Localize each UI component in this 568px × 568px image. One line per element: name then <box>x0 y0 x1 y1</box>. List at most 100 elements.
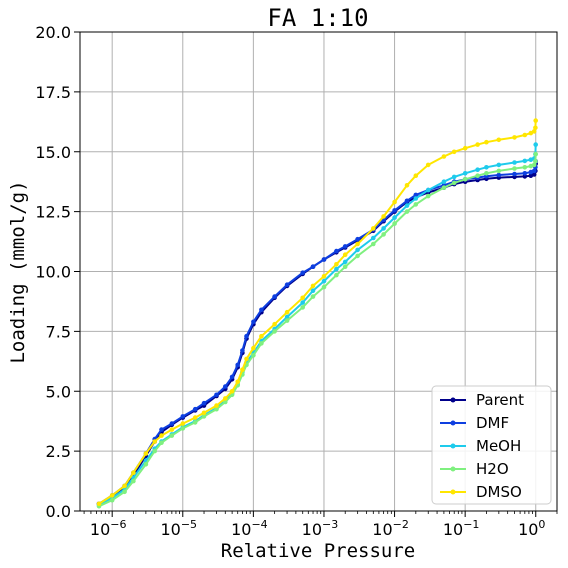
data-point <box>244 333 249 339</box>
data-point <box>122 483 127 489</box>
data-point <box>496 172 502 178</box>
data-point <box>251 353 256 358</box>
data-point <box>496 137 502 143</box>
data-point <box>371 235 376 241</box>
data-point <box>235 379 240 385</box>
legend-item-h2o: H2O <box>440 460 509 478</box>
data-point <box>413 196 419 201</box>
data-point <box>192 420 198 425</box>
data-point <box>381 232 386 237</box>
chart-title: FA 1:10 <box>267 4 368 32</box>
data-point <box>201 410 207 416</box>
data-point <box>355 241 360 247</box>
y-tick-label: 5.0 <box>46 382 71 401</box>
legend-item-dmso: DMSO <box>440 483 522 501</box>
data-point <box>533 142 538 147</box>
data-point <box>300 270 306 276</box>
data-point <box>131 470 136 476</box>
data-point <box>109 497 115 503</box>
data-point <box>371 226 376 231</box>
legend-item-parent: Parent <box>440 391 524 409</box>
data-point <box>143 451 149 456</box>
data-point <box>201 400 207 406</box>
x-tick-label: 10−2 <box>372 518 409 539</box>
legend-item-meoh: MeOH <box>440 437 521 455</box>
data-point <box>321 284 327 290</box>
data-point <box>355 253 360 259</box>
data-point <box>404 183 410 188</box>
data-point <box>533 151 538 157</box>
series-h2o <box>96 151 538 509</box>
legend-label: H2O <box>476 460 509 478</box>
data-point <box>484 171 489 176</box>
y-tick-label: 17.5 <box>35 83 71 102</box>
data-point <box>272 329 277 334</box>
data-point <box>223 396 228 401</box>
y-axis-label: Loading (mmol/g) <box>7 180 29 363</box>
data-point <box>512 171 517 177</box>
data-point <box>214 403 219 408</box>
y-tick-label: 2.5 <box>46 442 71 461</box>
data-point <box>300 305 306 310</box>
data-point <box>334 272 339 278</box>
data-point <box>355 247 360 253</box>
data-point <box>251 345 256 351</box>
data-point <box>441 179 447 184</box>
data-point <box>201 414 207 419</box>
data-point <box>451 149 457 155</box>
data-point <box>392 208 397 213</box>
data-point <box>321 257 327 262</box>
data-point <box>425 162 431 168</box>
data-point <box>512 166 517 171</box>
series-dmso <box>96 118 538 507</box>
data-point <box>214 392 219 398</box>
data-point <box>484 139 489 145</box>
data-point <box>284 318 290 323</box>
data-point <box>223 384 228 389</box>
data-point <box>143 462 149 467</box>
data-point <box>284 314 290 320</box>
data-point <box>392 199 397 205</box>
data-point <box>169 427 175 432</box>
y-tick-label: 0.0 <box>46 502 71 521</box>
x-tick-label: 10−6 <box>90 518 127 539</box>
data-point <box>413 192 419 198</box>
legend-swatch-marker <box>450 466 456 472</box>
data-point <box>152 448 157 454</box>
data-point <box>533 118 538 123</box>
data-point <box>371 241 376 247</box>
data-point <box>240 348 245 353</box>
x-tick-label: 10−3 <box>302 518 339 539</box>
data-point <box>122 489 127 495</box>
data-point <box>244 356 249 362</box>
data-point <box>152 439 157 444</box>
data-point <box>522 171 528 176</box>
data-point <box>300 300 306 305</box>
data-point <box>531 129 537 134</box>
data-point <box>192 415 198 420</box>
y-tick-label: 20.0 <box>35 23 71 42</box>
data-point <box>284 282 290 288</box>
data-point <box>180 426 186 431</box>
data-point <box>310 294 316 299</box>
data-point <box>496 168 502 174</box>
y-tick-label: 10.0 <box>35 263 71 282</box>
data-point <box>425 193 431 199</box>
data-point <box>169 433 175 438</box>
data-point <box>531 162 537 168</box>
legend-label: DMF <box>476 414 509 432</box>
y-tick-label: 12.5 <box>35 203 71 222</box>
data-point <box>259 341 264 346</box>
legend-box <box>431 385 552 505</box>
legend-item-dmf: DMF <box>440 414 509 432</box>
data-point <box>214 406 219 412</box>
data-point <box>229 374 235 380</box>
data-point <box>441 154 447 159</box>
data-point <box>334 266 339 272</box>
data-point <box>334 262 339 267</box>
data-point <box>404 203 410 208</box>
data-point <box>404 198 410 204</box>
data-point <box>392 215 397 220</box>
data-point <box>522 158 528 164</box>
